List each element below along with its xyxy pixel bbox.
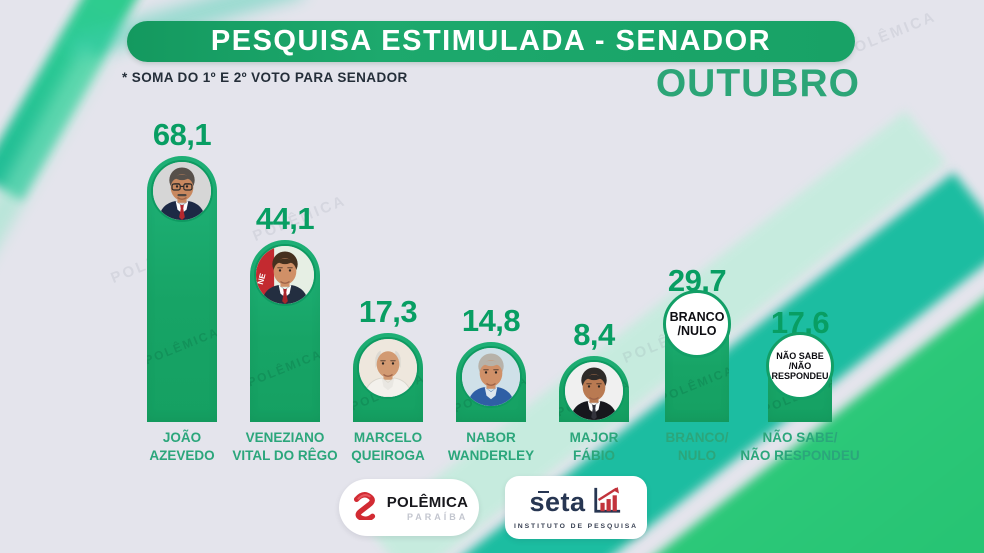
circle-label-branco-nulo: BRANCO/NULO [663, 290, 731, 358]
bar-label-joao-azevedo: JOÃO AZEVEDO [146, 429, 218, 464]
svg-text:NE: NE [256, 272, 268, 286]
seta-name: seta [529, 486, 586, 517]
candidate-photo-nabor-wanderley [460, 346, 522, 408]
bar-label-line: VENEZIANO [245, 430, 325, 445]
bar-label-line: JOÃO [162, 430, 202, 445]
bar-label-major-fabio: MAJOR FÁBIO [558, 429, 630, 464]
footnote: * SOMA DO 1º E 2º VOTO PARA SENADOR [122, 70, 408, 85]
seta-logo: seta INSTITUTO DE PESQUISA [505, 476, 647, 539]
polemica-text: POLÊMICA PARAÍBA [387, 494, 469, 522]
bar-wrap: POLÊMICA [353, 333, 423, 422]
bar-label-line: FÁBIO [573, 447, 615, 463]
title-banner: PESQUISA ESTIMULADA - SENADOR [127, 21, 855, 62]
circle-label-line: /NULO [677, 324, 717, 338]
polemica-swirl-icon [350, 490, 380, 525]
bar-label-line: MAJOR [569, 430, 619, 445]
bar-value: 44,1 [255, 201, 315, 236]
names-row: JOÃO AZEVEDO VENEZIANO VITAL DO RÊGO MARCELO… [146, 429, 859, 464]
bar-label-line: NÃO SABE/ [762, 430, 838, 445]
bar-label-line: WANDERLEY [447, 447, 535, 463]
bar-label-marcelo-queiroga: MARCELO QUEIROGA [351, 429, 425, 464]
watermark: POLÊMICA [840, 8, 939, 61]
month-label: OUTUBRO [655, 62, 860, 105]
bar-label-line: AZEVEDO [149, 447, 215, 463]
bar-label-line: NÃO RESPONDEU [740, 447, 860, 463]
bar-value: 8,4 [573, 317, 615, 352]
bar-label-branco-nulo: BRANCO/NULO [661, 429, 733, 464]
bar-column-branco-nulo: 29,7 POLÊMICA BRANCO/NULO [661, 263, 733, 422]
bar-value: 68,1 [152, 117, 212, 152]
bar-label-line: VITAL DO RÊGO [232, 447, 338, 463]
polemica-logo: POLÊMICA PARAÍBA [339, 479, 479, 536]
page-title: PESQUISA ESTIMULADA - SENADOR [210, 25, 772, 57]
polemica-region: PARAÍBA [406, 511, 469, 522]
bar-label-line: NULO [677, 447, 717, 463]
bar-watermark: POLÊMICA [147, 324, 217, 368]
bar-watermark: POLÊMICA [250, 346, 320, 390]
circle-label-line: /NÃO [788, 360, 812, 371]
bar-column-major-fabio: 8,4 POLÊMICA [558, 317, 630, 422]
bar-wrap: POLÊMICA [456, 342, 526, 422]
bar-label-nao-sabe-nao-respondeu: NÃO SABE/NÃO RESPONDEU [740, 429, 859, 464]
bar-wrap: POLÊMICA [559, 356, 629, 422]
bar-wrap: POLÊMICA [147, 156, 217, 422]
bar-column-marcelo-queiroga: 17,3 POLÊMICA [352, 294, 424, 422]
seta-logo-top: seta [529, 485, 622, 520]
circle-label-line: NÃO SABE [776, 350, 824, 361]
bar-column-nabor-wanderley: 14,8 POLÊMICA [455, 303, 527, 422]
bar-label-nabor-wanderley: NABOR WANDERLEY [448, 429, 534, 464]
candidate-photo-veneziano-vital-do-rego: NE [254, 244, 316, 306]
ribbon-top-left-mint [0, 45, 108, 319]
bar-value: 17,3 [358, 294, 418, 329]
bar-value: 14,8 [461, 303, 521, 338]
bar-label-line: QUEIROGA [351, 447, 425, 463]
candidate-photo-major-fabio [563, 360, 625, 422]
bars-row: 68,1POLÊMICA44,1POLÊMICANE17,3POLÊMICA14… [146, 117, 836, 422]
candidate-photo-marcelo-queiroga [357, 337, 419, 399]
bar-label-line: MARCELO [353, 430, 423, 445]
growth-chart-icon [591, 485, 623, 520]
circle-label-nao-sabe-nao-respondeu: NÃO SABE/NÃO RESPONDEU [766, 332, 834, 400]
seta-tagline: INSTITUTO DE PESQUISA [514, 523, 638, 530]
bar-label-line: NABOR [466, 430, 516, 445]
candidate-photo-joao-azevedo [151, 160, 213, 222]
bar-wrap: POLÊMICA BRANCO/NULO [662, 290, 732, 422]
bar-watermark: POLÊMICA [665, 362, 729, 406]
bar-label-veneziano-vital-do-rego: VENEZIANO VITAL DO RÊGO [232, 429, 337, 464]
polemica-name: POLÊMICA [386, 493, 469, 511]
bar-label-line: BRANCO/ [665, 430, 729, 445]
bar-wrap: POLÊMICA NE [250, 240, 320, 422]
circle-label-line: BRANCO [669, 310, 725, 324]
bar-column-veneziano-vital-do-rego: 44,1 POLÊMICA NE [249, 201, 321, 422]
bar-column-joao-azevedo: 68,1 POLÊMICA [146, 117, 218, 422]
circle-label-line: RESPONDEU [771, 371, 829, 382]
